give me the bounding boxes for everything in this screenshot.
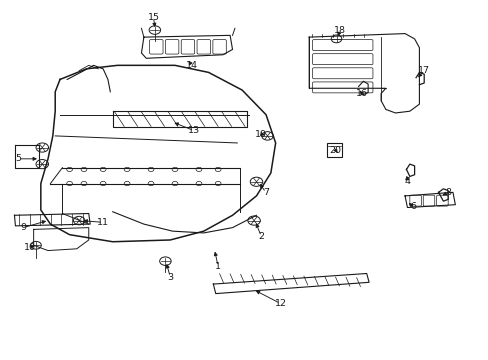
- Text: 3: 3: [167, 273, 173, 282]
- Text: 15: 15: [147, 13, 159, 22]
- Text: 9: 9: [20, 223, 26, 232]
- Text: 8: 8: [444, 188, 450, 197]
- Text: 10: 10: [24, 243, 36, 252]
- Text: 11: 11: [97, 218, 109, 227]
- Text: 2: 2: [258, 232, 264, 241]
- Text: 18: 18: [334, 26, 346, 35]
- Text: 6: 6: [409, 202, 415, 211]
- Text: 7: 7: [263, 188, 268, 197]
- Text: 17: 17: [417, 66, 429, 75]
- Text: 1: 1: [215, 262, 221, 271]
- Text: 5: 5: [15, 154, 21, 163]
- Text: 4: 4: [404, 177, 409, 186]
- Bar: [326, 143, 342, 157]
- Text: 16: 16: [355, 89, 367, 98]
- Text: 19: 19: [255, 130, 267, 139]
- Text: 14: 14: [185, 61, 197, 70]
- Text: 13: 13: [188, 126, 200, 135]
- Text: 12: 12: [274, 299, 286, 308]
- Text: 20: 20: [329, 145, 341, 154]
